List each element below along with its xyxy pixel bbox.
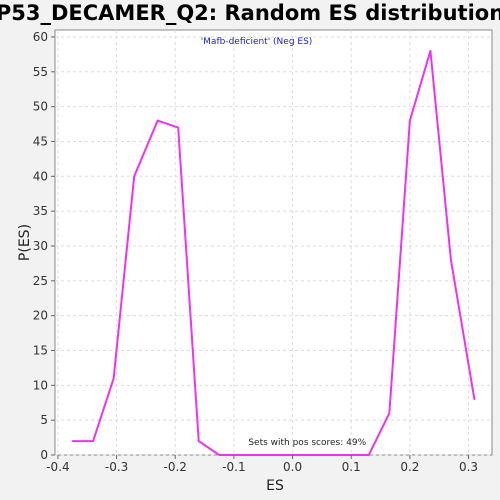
x-tick-label: 0.2	[400, 460, 419, 474]
series	[71, 49, 476, 456]
data-point	[280, 454, 282, 456]
data-point	[92, 440, 94, 442]
y-tick-label: 0	[40, 448, 48, 462]
x-tick-label: -0.3	[105, 460, 128, 474]
x-tick-label: -0.4	[46, 460, 69, 474]
y-tick-label: 10	[33, 378, 48, 392]
data-point	[156, 119, 159, 122]
chart-title: P53_DECAMER_Q2: Random ES distribution	[0, 1, 500, 25]
grid	[55, 30, 492, 456]
data-point	[429, 50, 432, 52]
data-point	[321, 454, 323, 456]
y-tick-label: 20	[33, 309, 48, 323]
plot-area-background	[54, 29, 493, 456]
y-tick-label: 30	[33, 239, 48, 253]
data-point	[218, 454, 221, 456]
data-point	[368, 454, 370, 456]
x-tick-label: -0.1	[222, 460, 245, 474]
axes: -0.4 -0.3 -0.2 -0.1 0.0 0.1 0.2 0.3 0 5 10 15 20 25 30…	[33, 30, 478, 474]
data-point	[238, 454, 241, 456]
data-point	[344, 454, 347, 456]
data-point	[450, 259, 452, 261]
data-point	[133, 175, 135, 178]
data-point	[112, 377, 115, 380]
x-tick-label: 0.1	[342, 460, 361, 474]
y-tick-label: 5	[40, 413, 48, 427]
y-tick-label: 35	[33, 204, 48, 218]
y-tick-label: 60	[33, 30, 48, 44]
data-point	[300, 454, 303, 456]
y-axis-label: P(ES)	[17, 224, 33, 261]
data-point	[197, 440, 200, 442]
x-tick-label: 0.0	[283, 460, 302, 474]
chart-subtitle: 'Mafb-deficient' (Neg ES)	[201, 37, 313, 47]
y-tick-label: 40	[33, 169, 48, 183]
data-point	[177, 126, 179, 129]
x-tick-label: -0.2	[164, 460, 187, 474]
data-point	[409, 119, 411, 122]
y-tick-label: 50	[33, 100, 48, 114]
x-axis-label: ES	[266, 478, 284, 494]
es-distribution-line	[72, 49, 476, 456]
y-tick-label: 15	[33, 343, 48, 357]
pos-scores-annotation: Sets with pos scores: 49%	[248, 438, 366, 448]
y-tick-label: 45	[33, 134, 48, 148]
data-point	[71, 440, 74, 442]
x-tick-label: 0.3	[459, 460, 478, 474]
data-point	[473, 398, 476, 401]
data-point	[388, 412, 391, 414]
y-tick-label: 25	[33, 274, 48, 288]
data-point	[259, 454, 262, 456]
y-tick-label: 55	[33, 65, 48, 79]
